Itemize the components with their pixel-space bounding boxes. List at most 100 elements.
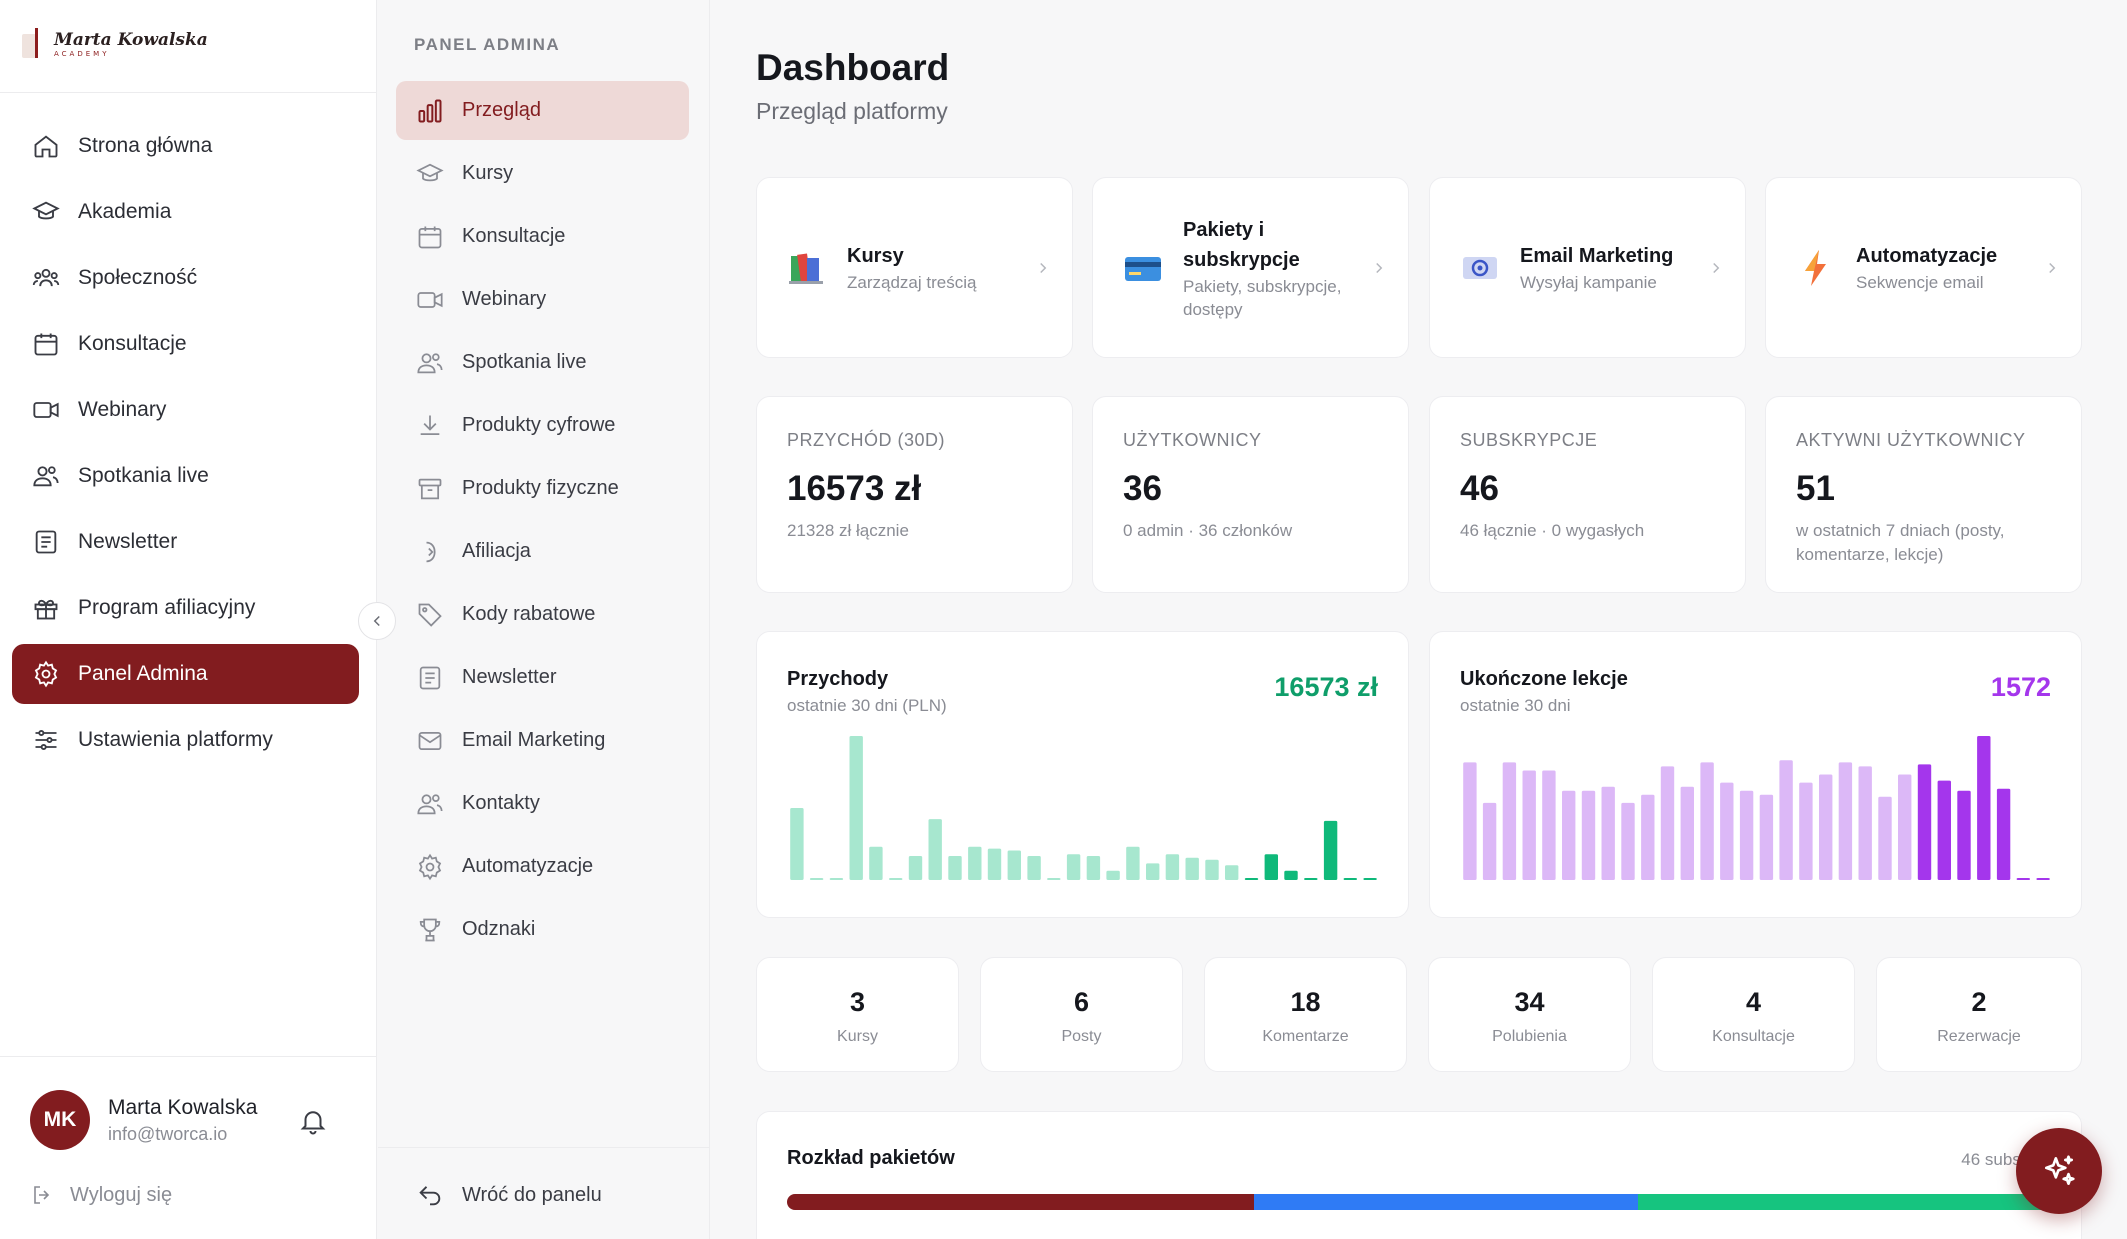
count-card-consultations: 4 Konsultacje [1652,957,1855,1072]
quick-card-email-marketing[interactable]: Email Marketing Wysyłaj kampanie [1429,177,1746,358]
revenue-bar-19 [1165,854,1180,880]
admin-item-badges[interactable]: Odznaki [396,900,689,959]
collapse-sidebar-button[interactable] [358,602,396,640]
stat-sub: w ostatnich 7 dniach (posty, komentarze,… [1796,521,2005,564]
graduation-cap-icon [416,163,444,181]
stat-card-users: UŻYTKOWNICY 36 0 admin · 36 członków [1092,396,1409,593]
sidebar-nav: Strona główna Akademia Społeczność Konsu… [12,116,359,776]
page-subtitle: Przegląd platformy [756,98,948,124]
lessons-bar-13 [1720,782,1734,880]
lessons-bar-6 [1581,790,1596,880]
sidebar-item-webinars[interactable]: Webinary [12,380,359,440]
admin-item-newsletter[interactable]: Newsletter [396,648,689,707]
admin-item-discount-codes[interactable]: Kody rabatowe [396,585,689,644]
sidebar-item-community[interactable]: Społeczność [12,248,359,308]
lessons-bar-12 [1700,762,1714,880]
count-value: 4 [1745,987,1762,1017]
lessons-bar-8 [1621,802,1635,880]
admin-item-contacts[interactable]: Kontakty [396,774,689,833]
main-sidebar: Marta Kowalska ACADEMY Strona główna Aka… [0,0,377,1239]
admin-item-physical-products[interactable]: Produkty fizyczne [396,459,689,518]
admin-item-courses[interactable]: Kursy [396,144,689,203]
lessons-bar-18 [1819,774,1833,880]
brand-sub: ACADEMY [54,49,110,58]
logout-button[interactable]: Wyloguj się [30,1183,172,1207]
quick-card-title: Automatyzacje [1856,245,1998,267]
brand-logo[interactable]: Marta Kowalska ACADEMY [22,24,208,64]
ai-assistant-button[interactable] [2016,1128,2102,1214]
books-icon [789,252,823,284]
revenue-bar-0 [790,808,804,880]
count-value: 18 [1290,987,1321,1017]
user-name: Marta Kowalska [108,1095,258,1119]
distribution-title: Rozkład pakietów [787,1147,955,1169]
count-label: Rezerwacje [1937,1028,2021,1045]
sidebar-item-label: Strona główna [78,134,213,157]
logout-label: Wyloguj się [70,1183,173,1206]
sidebar-item-academy[interactable]: Akademia [12,182,359,242]
sidebar-item-label: Program afiliacyjny [78,596,256,619]
admin-item-live-meetings[interactable]: Spotkania live [396,333,689,392]
lessons-bar-4 [1542,770,1556,880]
lessons-bar-10 [1660,766,1675,880]
sidebar-item-live-meetings[interactable]: Spotkania live [12,446,359,506]
count-card-comments: 18 Komentarze [1204,957,1407,1072]
admin-item-consultations[interactable]: Konsultacje [396,207,689,266]
revenue-bar-15 [1086,856,1101,880]
user-profile[interactable]: MK Marta Kowalska info@tworca.io [30,1090,257,1150]
admin-item-email-marketing[interactable]: Email Marketing [396,711,689,770]
admin-item-label: Automatyzacje [462,855,594,877]
admin-item-label: Newsletter [462,666,557,688]
admin-item-label: Kody rabatowe [462,603,596,625]
back-link-label: Wróć do panelu [462,1183,602,1206]
sidebar-item-label: Spotkania live [78,464,209,487]
admin-item-webinars[interactable]: Webinary [396,270,689,329]
lessons-bar-14 [1739,790,1754,880]
bar-chart-icon [418,99,442,122]
stat-card-subscriptions: SUBSKRYPCJE 46 46 łącznie · 0 wygasłych [1429,396,1746,593]
revenue-bar-6 [908,856,923,880]
main-content: Dashboard Przegląd platformy Kursy Zarzą… [711,0,2127,1239]
video-icon [417,291,443,308]
sidebar-item-consultations[interactable]: Konsultacje [12,314,359,374]
admin-item-automations[interactable]: Automatyzacje [396,837,689,896]
lessons-bar-21 [1878,796,1892,880]
back-arrow-icon [419,1186,441,1206]
download-icon [420,415,440,435]
admin-item-overview[interactable]: Przegląd [396,81,689,140]
sidebar-item-admin-panel[interactable]: Panel Admina [12,644,359,704]
revenue-bar-3 [849,736,863,880]
lessons-bar-27 [1996,788,2011,880]
sidebar-item-platform-settings[interactable]: Ustawienia platformy [12,710,359,770]
admin-item-label: Przegląd [462,99,541,121]
sidebar-item-newsletter[interactable]: Newsletter [12,512,359,572]
admin-item-digital-products[interactable]: Produkty cyfrowe [396,396,689,455]
lessons-bar-29 [2036,878,2050,880]
newsletter-icon [35,530,57,554]
sidebar-item-home[interactable]: Strona główna [12,116,359,176]
admin-item-label: Odznaki [462,918,536,940]
quick-card-courses[interactable]: Kursy Zarządzaj treścią [756,177,1073,358]
admin-item-label: Afiliacja [462,540,531,562]
chart-title: Ukończone lekcje [1460,668,1628,690]
quick-card-automations[interactable]: Automatyzacje Sekwencje email [1765,177,2082,358]
package-distribution-card: Rozkład pakietów 46 subskr [756,1111,2082,1239]
mail-icon [418,731,442,750]
link-icon [426,541,436,562]
admin-item-affiliate[interactable]: Afiliacja [396,522,689,581]
stat-card-revenue: PRZYCHÓD (30D) 16573 zł 21328 zł łącznie [756,396,1073,593]
quick-card-title: Kursy [847,245,904,267]
back-to-panel-link[interactable]: Wróć do panelu [416,1181,602,1209]
page-title: Dashboard [756,47,950,88]
lessons-bar-3 [1522,770,1536,880]
sidebar-item-label: Konsultacje [78,332,187,355]
bell-icon[interactable] [298,1106,328,1136]
box-icon [418,478,442,499]
lessons-bar-25 [1957,790,1971,880]
revenue-bar-23 [1244,878,1259,880]
sidebar-item-affiliate[interactable]: Program afiliacyjny [12,578,359,638]
lessons-bar-17 [1799,782,1813,880]
chart-total: 16573 zł [1274,672,1378,702]
quick-card-packages[interactable]: Pakiety i subskrypcje Pakiety, subskrypc… [1092,177,1409,358]
count-label: Konsultacje [1712,1028,1795,1045]
